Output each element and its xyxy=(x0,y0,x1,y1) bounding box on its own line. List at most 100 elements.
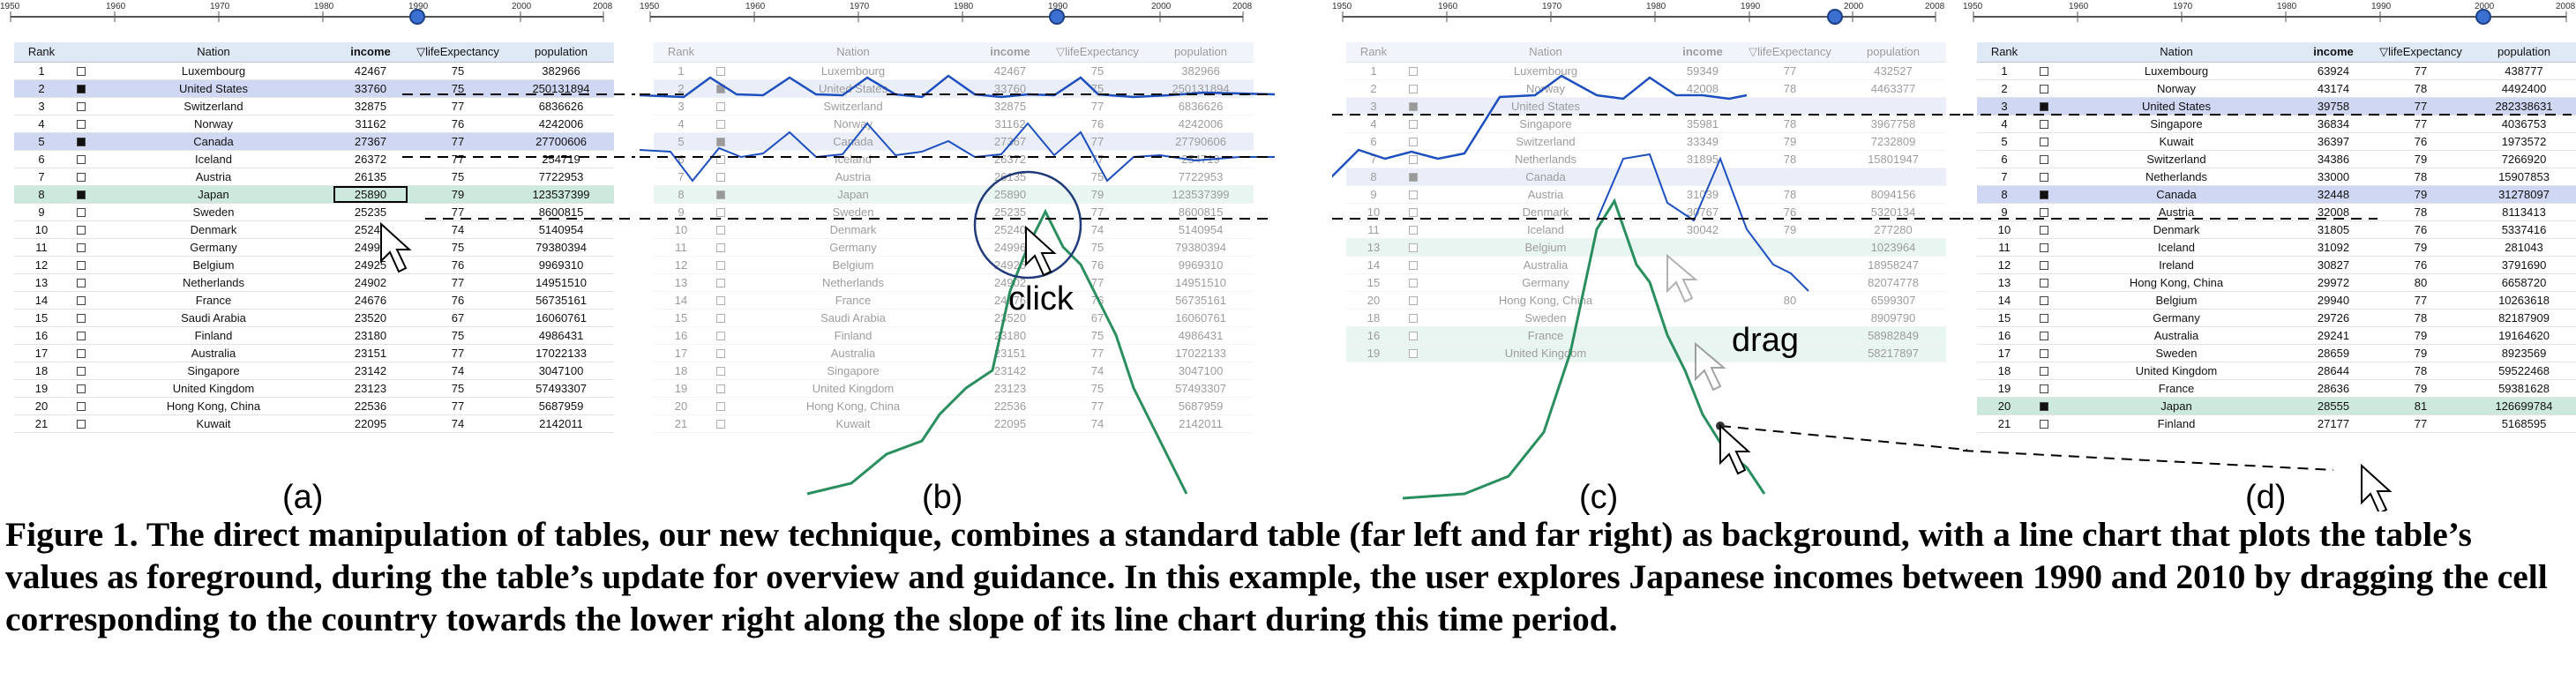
income-cell[interactable]: 29241 xyxy=(2317,329,2350,342)
rank-cell[interactable]: 7 xyxy=(38,170,45,183)
rank-cell[interactable]: 5 xyxy=(2001,135,2008,148)
population-cell[interactable]: 5687959 xyxy=(538,399,584,413)
income-cell[interactable]: 22095 xyxy=(354,417,387,430)
nation-cell[interactable]: Norway xyxy=(2156,82,2197,95)
table-row[interactable]: 17 Sweden 28659 79 8923569 xyxy=(1977,345,2576,362)
row-checkbox[interactable] xyxy=(708,204,733,220)
checkbox-icon[interactable] xyxy=(716,349,725,358)
population-cell[interactable]: 7232809 xyxy=(1870,135,1916,148)
checkbox-icon[interactable] xyxy=(1409,190,1418,199)
population-cell[interactable]: 1973572 xyxy=(2501,135,2547,148)
nation-cell[interactable]: Germany xyxy=(829,241,877,254)
life-expectancy-cell[interactable]: 75 xyxy=(1090,64,1105,78)
table-row[interactable]: 7 Austria 26135 75 7722953 xyxy=(14,168,614,186)
rank-cell[interactable]: 9 xyxy=(1370,188,1377,201)
checkbox-icon[interactable] xyxy=(77,332,86,340)
population-cell[interactable]: 123537399 xyxy=(532,188,590,201)
checkbox-icon[interactable] xyxy=(77,67,86,76)
table-row[interactable]: 8 Japan 25890 79 123537399 xyxy=(654,186,1254,204)
life-expectancy-cell[interactable]: 78 xyxy=(2414,311,2428,325)
rank-cell[interactable]: 9 xyxy=(38,205,45,219)
population-cell[interactable]: 56735161 xyxy=(1175,294,1226,307)
life-expectancy-cell[interactable]: 77 xyxy=(1090,276,1105,289)
population-cell[interactable]: 9969310 xyxy=(538,258,584,272)
row-checkbox[interactable] xyxy=(2032,398,2056,414)
nation-cell[interactable]: Australia xyxy=(2153,329,2199,342)
income-cell[interactable]: 25890 xyxy=(333,186,408,203)
table-row[interactable]: 7 Austria 26135 75 7722953 xyxy=(654,168,1254,186)
nation-cell[interactable]: Switzerland xyxy=(183,100,243,113)
nation-cell[interactable]: Norway xyxy=(193,117,234,131)
checkbox-icon[interactable] xyxy=(77,296,86,305)
row-checkbox[interactable] xyxy=(708,257,733,273)
rank-cell[interactable]: 4 xyxy=(678,117,685,131)
rank-cell[interactable]: 14 xyxy=(1367,258,1381,272)
income-cell[interactable]: 31895 xyxy=(1686,153,1719,166)
rank-cell[interactable]: 21 xyxy=(674,417,688,430)
life-expectancy-cell[interactable]: 77 xyxy=(2414,100,2428,113)
nation-cell[interactable]: Austria xyxy=(835,170,872,183)
income-cell[interactable]: 32875 xyxy=(354,100,387,113)
income-cell[interactable]: 30767 xyxy=(1686,205,1719,219)
nation-cell[interactable]: Hong Kong, China xyxy=(1498,294,1593,307)
row-checkbox[interactable] xyxy=(1401,274,1426,291)
rank-cell[interactable]: 12 xyxy=(674,258,688,272)
rank-cell[interactable]: 16 xyxy=(674,329,688,342)
income-cell[interactable]: 23142 xyxy=(354,364,387,377)
life-expectancy-cell[interactable]: 77 xyxy=(451,276,465,289)
rank-cell[interactable]: 9 xyxy=(2001,205,2008,219)
table-row[interactable]: 2 Norway 42008 78 4463377 xyxy=(1346,80,1946,98)
nation-cell[interactable]: Iceland xyxy=(195,153,232,166)
income-cell[interactable]: 24996 xyxy=(993,241,1027,254)
row-checkbox[interactable] xyxy=(2032,362,2056,379)
checkbox-icon[interactable] xyxy=(716,420,725,429)
population-cell[interactable]: 5168595 xyxy=(2501,417,2547,430)
table-row[interactable]: 21 Kuwait 22095 74 2142011 xyxy=(654,415,1254,433)
row-checkbox[interactable] xyxy=(2032,239,2056,256)
column-header[interactable]: ▽lifeExpectancy xyxy=(1056,45,1139,58)
time-slider[interactable]: 1950 1960 1970 1980 1990 2000 2008 xyxy=(1332,0,1950,44)
income-cell[interactable]: 29940 xyxy=(2317,294,2350,307)
column-header[interactable]: population xyxy=(1867,45,1920,58)
income-cell[interactable]: 43174 xyxy=(2317,82,2350,95)
population-cell[interactable]: 4242006 xyxy=(538,117,584,131)
nation-cell[interactable]: Kuwait xyxy=(196,417,231,430)
nation-cell[interactable]: France xyxy=(1527,329,1564,342)
column-header[interactable]: income xyxy=(2313,45,2354,58)
row-checkbox[interactable] xyxy=(708,151,733,168)
table-row[interactable]: 16 Australia 29241 79 19164620 xyxy=(1977,327,2576,345)
table-row[interactable]: 21 Kuwait 22095 74 2142011 xyxy=(14,415,614,433)
row-checkbox[interactable] xyxy=(1401,221,1426,238)
rank-cell[interactable]: 1 xyxy=(2001,64,2008,78)
population-cell[interactable]: 9969310 xyxy=(1178,258,1224,272)
income-cell[interactable]: 33760 xyxy=(993,82,1027,95)
nation-cell[interactable]: Hong Kong, China xyxy=(166,399,261,413)
table-row[interactable]: 13 Belgium 1023964 xyxy=(1346,239,1946,257)
rank-cell[interactable]: 2 xyxy=(2001,82,2008,95)
life-expectancy-cell[interactable]: 75 xyxy=(451,82,465,95)
column-header[interactable]: Nation xyxy=(197,45,230,58)
income-cell[interactable]: 25240 xyxy=(993,223,1027,236)
nation-cell[interactable]: Iceland xyxy=(1527,223,1564,236)
income-cell[interactable]: 34386 xyxy=(2317,153,2350,166)
population-cell[interactable]: 2142011 xyxy=(539,417,583,430)
income-cell[interactable]: 33760 xyxy=(354,82,387,95)
nation-cell[interactable]: Ireland xyxy=(2159,258,2194,272)
checkbox-icon[interactable] xyxy=(77,367,86,376)
table-row[interactable]: 11 Iceland 30042 79 277280 xyxy=(1346,221,1946,239)
table-row[interactable]: 3 Switzerland 32875 77 6836626 xyxy=(654,98,1254,116)
population-cell[interactable]: 123537399 xyxy=(1172,188,1230,201)
table-row[interactable]: 20 Hong Kong, China 80 6599307 xyxy=(1346,292,1946,310)
nation-cell[interactable]: United States xyxy=(2141,100,2212,113)
life-expectancy-cell[interactable]: 79 xyxy=(2414,188,2428,201)
row-checkbox[interactable] xyxy=(708,274,733,291)
column-header[interactable]: Nation xyxy=(836,45,870,58)
table-row[interactable]: 18 Sweden 8909790 xyxy=(1346,310,1946,327)
rank-cell[interactable]: 10 xyxy=(674,223,688,236)
table-row[interactable]: 15 Germany 82074778 xyxy=(1346,274,1946,292)
population-cell[interactable]: 7266920 xyxy=(2501,153,2547,166)
population-cell[interactable]: 126699784 xyxy=(2495,399,2553,413)
row-checkbox[interactable] xyxy=(2032,292,2056,309)
nation-cell[interactable]: Netherlands xyxy=(1514,153,1577,166)
population-cell[interactable]: 7722953 xyxy=(538,170,584,183)
